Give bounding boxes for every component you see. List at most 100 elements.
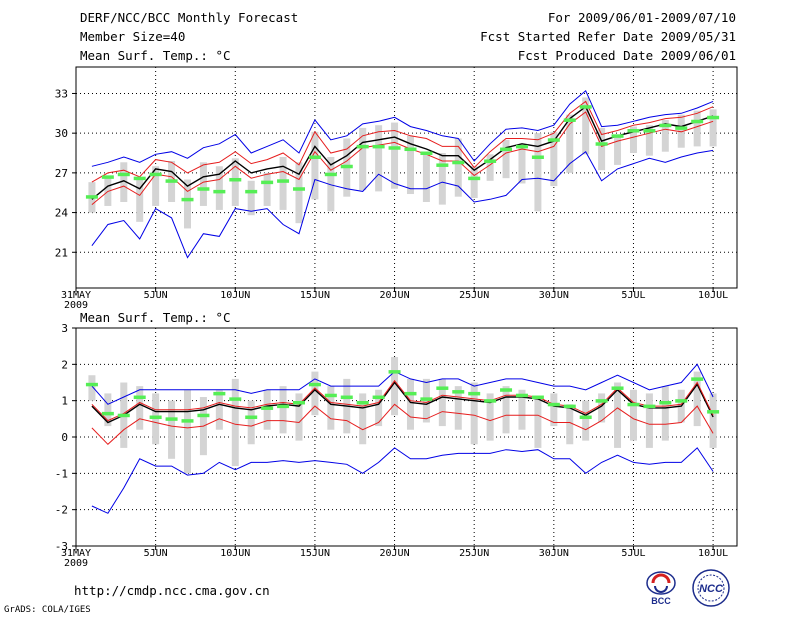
spread-bar [470,166,478,199]
green-marker [436,163,449,167]
spread-bar [598,127,606,171]
spread-bar [693,371,701,427]
spread-bar [199,162,207,206]
green-marker [611,134,624,138]
spread-bar [152,166,160,206]
green-marker [659,123,672,128]
ensemble-max-line [91,363,714,405]
spread-bar [311,371,319,416]
spread-bar [88,375,96,401]
spread-bar [279,156,287,210]
green-marker [627,129,640,133]
spread-bar [614,382,622,448]
green-marker [515,393,528,398]
green-marker [356,400,369,405]
y-tick-label: 33 [55,87,68,100]
green-marker [484,159,497,163]
spread-bar [406,135,414,195]
ensemble-plus-sd-line [91,100,714,183]
green-marker [484,399,497,403]
x-tick-label: 10JUL [698,290,728,301]
green-marker [165,417,178,421]
green-marker [149,415,162,420]
ensemble-plus-sd-line [91,379,714,422]
x-year-label: 2009 [64,558,88,569]
y-tick-label: 1 [61,395,68,408]
green-marker [643,129,656,133]
grads-credit: GrADS: COLA/IGES [4,605,91,615]
spread-bar [629,126,637,154]
y-tick-label: 2 [61,358,68,371]
spread-bar [582,97,590,155]
green-marker [500,388,513,392]
spread-bar [486,393,494,441]
y-tick-label: 30 [55,127,68,140]
spread-bar [391,357,399,416]
x-tick-label: 30JUN [539,290,569,301]
green-marker [707,115,720,120]
spread-bar [438,378,446,427]
green-marker [675,126,688,130]
spread-bar [359,127,367,191]
green-marker [627,402,640,407]
spread-bar [566,404,574,445]
green-marker [229,397,242,401]
spread-bar [279,386,287,434]
spread-bar [629,389,637,441]
green-marker [117,172,130,177]
green-marker [372,144,385,149]
spread-bar [661,386,669,441]
ensemble-minus-sd-line [91,403,714,445]
spread-bar [215,166,223,210]
spread-bar [614,135,622,165]
plot-frame [75,327,738,547]
green-marker [85,195,98,199]
green-marker [468,176,481,181]
green-marker [181,197,194,202]
green-marker [245,415,258,420]
x-tick-label: 31MAY [61,290,91,301]
spread-bar [247,180,255,216]
green-marker [579,105,592,109]
green-marker [133,176,146,181]
x-tick-label: 10JUL [698,548,728,559]
green-marker [595,399,608,403]
green-marker [691,377,704,381]
spread-bar [136,386,144,430]
x-tick-label: 15JUN [300,290,330,301]
x-year-label: 2009 [64,300,88,311]
x-tick-label: 20JUN [379,290,409,301]
x-tick-label: 31MAY [61,548,91,559]
green-marker [213,189,226,194]
green-marker [101,411,114,416]
spread-bar [231,378,239,467]
forecast-started-label: Fcst Started Refer Date 2009/05/31 [480,29,736,44]
spread-bar [534,133,542,212]
spread-bar [693,110,701,147]
spread-bar [470,382,478,445]
green-marker [197,413,210,418]
x-tick-label: 20JUN [379,548,409,559]
green-marker [452,160,465,165]
spread-bar [661,119,669,152]
spread-bar [645,125,653,156]
spread-bar [104,393,112,427]
spread-bar [709,393,717,448]
spread-bar [168,400,176,459]
green-marker [324,393,337,398]
green-marker [308,155,321,159]
website-url[interactable]: http://cmdp.ncc.cma.gov.cn [74,583,270,598]
y-tick-label: -1 [55,467,68,480]
spread-bar [534,397,542,448]
green-marker [468,391,481,396]
spread-bar [645,393,653,448]
spread-bar [518,146,526,184]
green-marker [420,151,433,156]
green-marker [707,410,720,414]
spread-bar [406,378,414,430]
green-marker [261,180,274,185]
ncc-logo-text: NCC [699,583,724,595]
x-tick-label: 5JUN [144,548,168,559]
spread-bar [598,393,606,423]
y-tick-label: 24 [55,207,69,220]
